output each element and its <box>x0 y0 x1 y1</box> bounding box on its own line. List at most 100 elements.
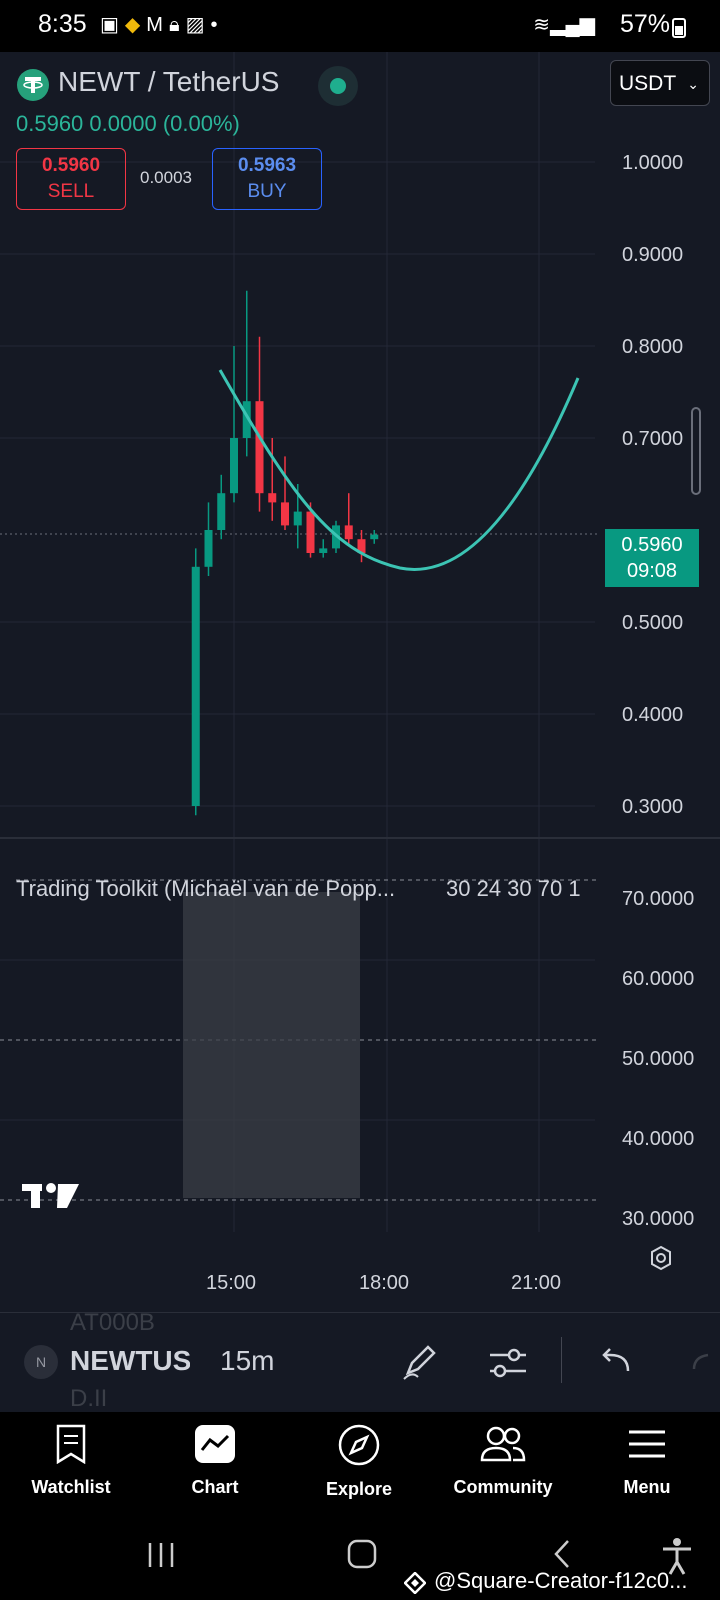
chart-settings-icon <box>651 1245 671 1271</box>
candle-body <box>255 401 264 494</box>
image-icon: ▨ <box>185 14 211 36</box>
indicators-sliders-icon[interactable] <box>488 1343 528 1383</box>
indicator-params: 30 24 30 70 1 <box>446 876 581 901</box>
time-axis-label: 18:00 <box>359 1272 410 1294</box>
binance-watermark-icon <box>404 1572 426 1594</box>
cup-curve-drawing <box>218 369 580 571</box>
indicator-axis-label: 70.0000 <box>622 888 695 910</box>
price-axis-label: 0.3000 <box>622 796 684 818</box>
back-icon[interactable] <box>552 1538 572 1570</box>
candle-body <box>306 511 315 553</box>
sell-button[interactable]: 0.5960 SELL <box>16 148 126 210</box>
wifi-signal-icons: ≋▂▄▆ <box>533 12 595 37</box>
candle-body <box>217 493 226 530</box>
candle-body <box>281 502 289 526</box>
candle-body <box>268 493 277 503</box>
chevron-down-icon: ⌄ <box>687 76 699 92</box>
indicator-axis-label: 40.0000 <box>622 1128 695 1150</box>
price-axis-label: 0.9000 <box>622 244 684 266</box>
price-axis-label: 0.7000 <box>622 428 684 450</box>
currency-select[interactable]: USDT ⌄ <box>610 60 710 106</box>
candle-body <box>204 530 213 567</box>
ghost-text-top: AT000B <box>70 1309 155 1336</box>
time-axis-label: 21:00 <box>511 1272 562 1294</box>
gmail-icon: M <box>146 14 169 36</box>
nav-community[interactable]: Community <box>438 1424 568 1498</box>
draw-pencil-icon[interactable] <box>400 1341 440 1381</box>
binance-icon: ◆ <box>124 14 147 36</box>
symbol-quote: 0.5960 0.0000 (0.00%) <box>16 111 240 137</box>
candle-countdown: 09:08 <box>626 560 678 582</box>
market-status-dot <box>330 78 346 94</box>
price-axis-label: 0.5000 <box>622 612 684 634</box>
chart-area[interactable] <box>0 52 720 1312</box>
sell-price: 0.5960 <box>41 155 101 176</box>
candle-body <box>344 525 353 540</box>
notification-icons: ▣◆M🔒︎▨• <box>100 12 224 37</box>
indicator-axis-label: 60.0000 <box>622 968 695 990</box>
nav-chart[interactable]: Chart <box>150 1424 280 1498</box>
accessibility-icon[interactable] <box>660 1536 694 1576</box>
last-price: 0.5960 <box>16 111 84 136</box>
compass-icon <box>338 1424 380 1466</box>
ghost-text-bottom: D.II <box>70 1385 108 1412</box>
nav-watchlist[interactable]: Watchlist <box>6 1424 136 1498</box>
menu-icon <box>629 1430 665 1458</box>
indicator-axis-label: 30.0000 <box>622 1208 695 1230</box>
nav-label: Community <box>453 1477 553 1497</box>
price-axis-label: 1.0000 <box>622 152 684 174</box>
candle-body <box>191 566 200 806</box>
buy-label: BUY <box>247 181 287 202</box>
bottom-nav: Watchlist Chart Explore Community Menu <box>0 1412 720 1524</box>
buy-button[interactable]: 0.5963 BUY <box>212 148 322 210</box>
watermark-text: @Square-Creator-f12c0... <box>434 1568 688 1593</box>
status-bar: 8:35 ▣◆M🔒︎▨• ≋▂▄▆ 57% <box>0 0 720 52</box>
home-icon[interactable] <box>346 1538 378 1570</box>
symbol-title[interactable]: NEWT / TetherUS <box>58 66 280 97</box>
app-icon: ▣ <box>100 14 125 36</box>
market-status[interactable] <box>318 66 358 106</box>
last-price-tag-price: 0.5960 <box>621 534 683 556</box>
tradingview-logo-icon <box>22 1183 79 1208</box>
currency-value: USDT <box>619 72 677 95</box>
undo-icon[interactable] <box>600 1345 634 1375</box>
indicator-band <box>183 892 360 1198</box>
wifi-icon: ≋ <box>533 14 551 36</box>
nav-label: Chart <box>191 1477 239 1497</box>
chart-canvas[interactable] <box>0 52 720 1312</box>
nav-explore[interactable]: Explore <box>294 1424 424 1500</box>
price-axis-label: 0.4000 <box>622 704 684 726</box>
interval-button[interactable]: 15m <box>220 1345 275 1376</box>
candle-body <box>293 511 302 526</box>
community-icon <box>480 1426 526 1462</box>
last-price-tag: 0.5960 09:08 <box>605 529 699 587</box>
price-axis-label: 0.8000 <box>622 336 684 358</box>
nav-label: Explore <box>325 1479 393 1499</box>
recent-apps-icon[interactable] <box>146 1540 176 1570</box>
battery-level: 57% <box>619 10 670 38</box>
chart-icon <box>195 1425 235 1463</box>
price-change: 0.0000 <box>89 111 157 136</box>
dot-icon: • <box>210 14 224 36</box>
tether-logo-icon <box>17 69 49 101</box>
time-axis-label: 15:00 <box>206 1272 257 1294</box>
symbol-badge: N <box>24 1345 58 1379</box>
price-change-pct: (0.00%) <box>162 111 240 136</box>
redo-icon[interactable] <box>692 1345 720 1375</box>
nav-menu[interactable]: Menu <box>582 1424 712 1498</box>
candle-body <box>370 534 379 540</box>
lock-icon: 🔒︎ <box>168 14 186 36</box>
battery-icon <box>672 18 686 38</box>
spread-value: 0.0003 <box>140 168 192 187</box>
status-time: 8:35 <box>38 10 87 38</box>
chart-toolbar: AT000B D.II N NEWTUS 15m <box>0 1309 720 1413</box>
candle-body <box>242 401 251 438</box>
indicator-axis-label: 50.0000 <box>622 1048 695 1070</box>
nav-label: Menu <box>623 1477 671 1497</box>
candles <box>191 290 379 816</box>
toolbar-symbol[interactable]: NEWTUS <box>70 1345 190 1376</box>
candle-body <box>357 539 366 553</box>
sell-label: SELL <box>47 181 95 202</box>
indicator-title[interactable]: Trading Toolkit (Michaël van de Popp... <box>16 876 396 901</box>
buy-price: 0.5963 <box>237 155 297 176</box>
